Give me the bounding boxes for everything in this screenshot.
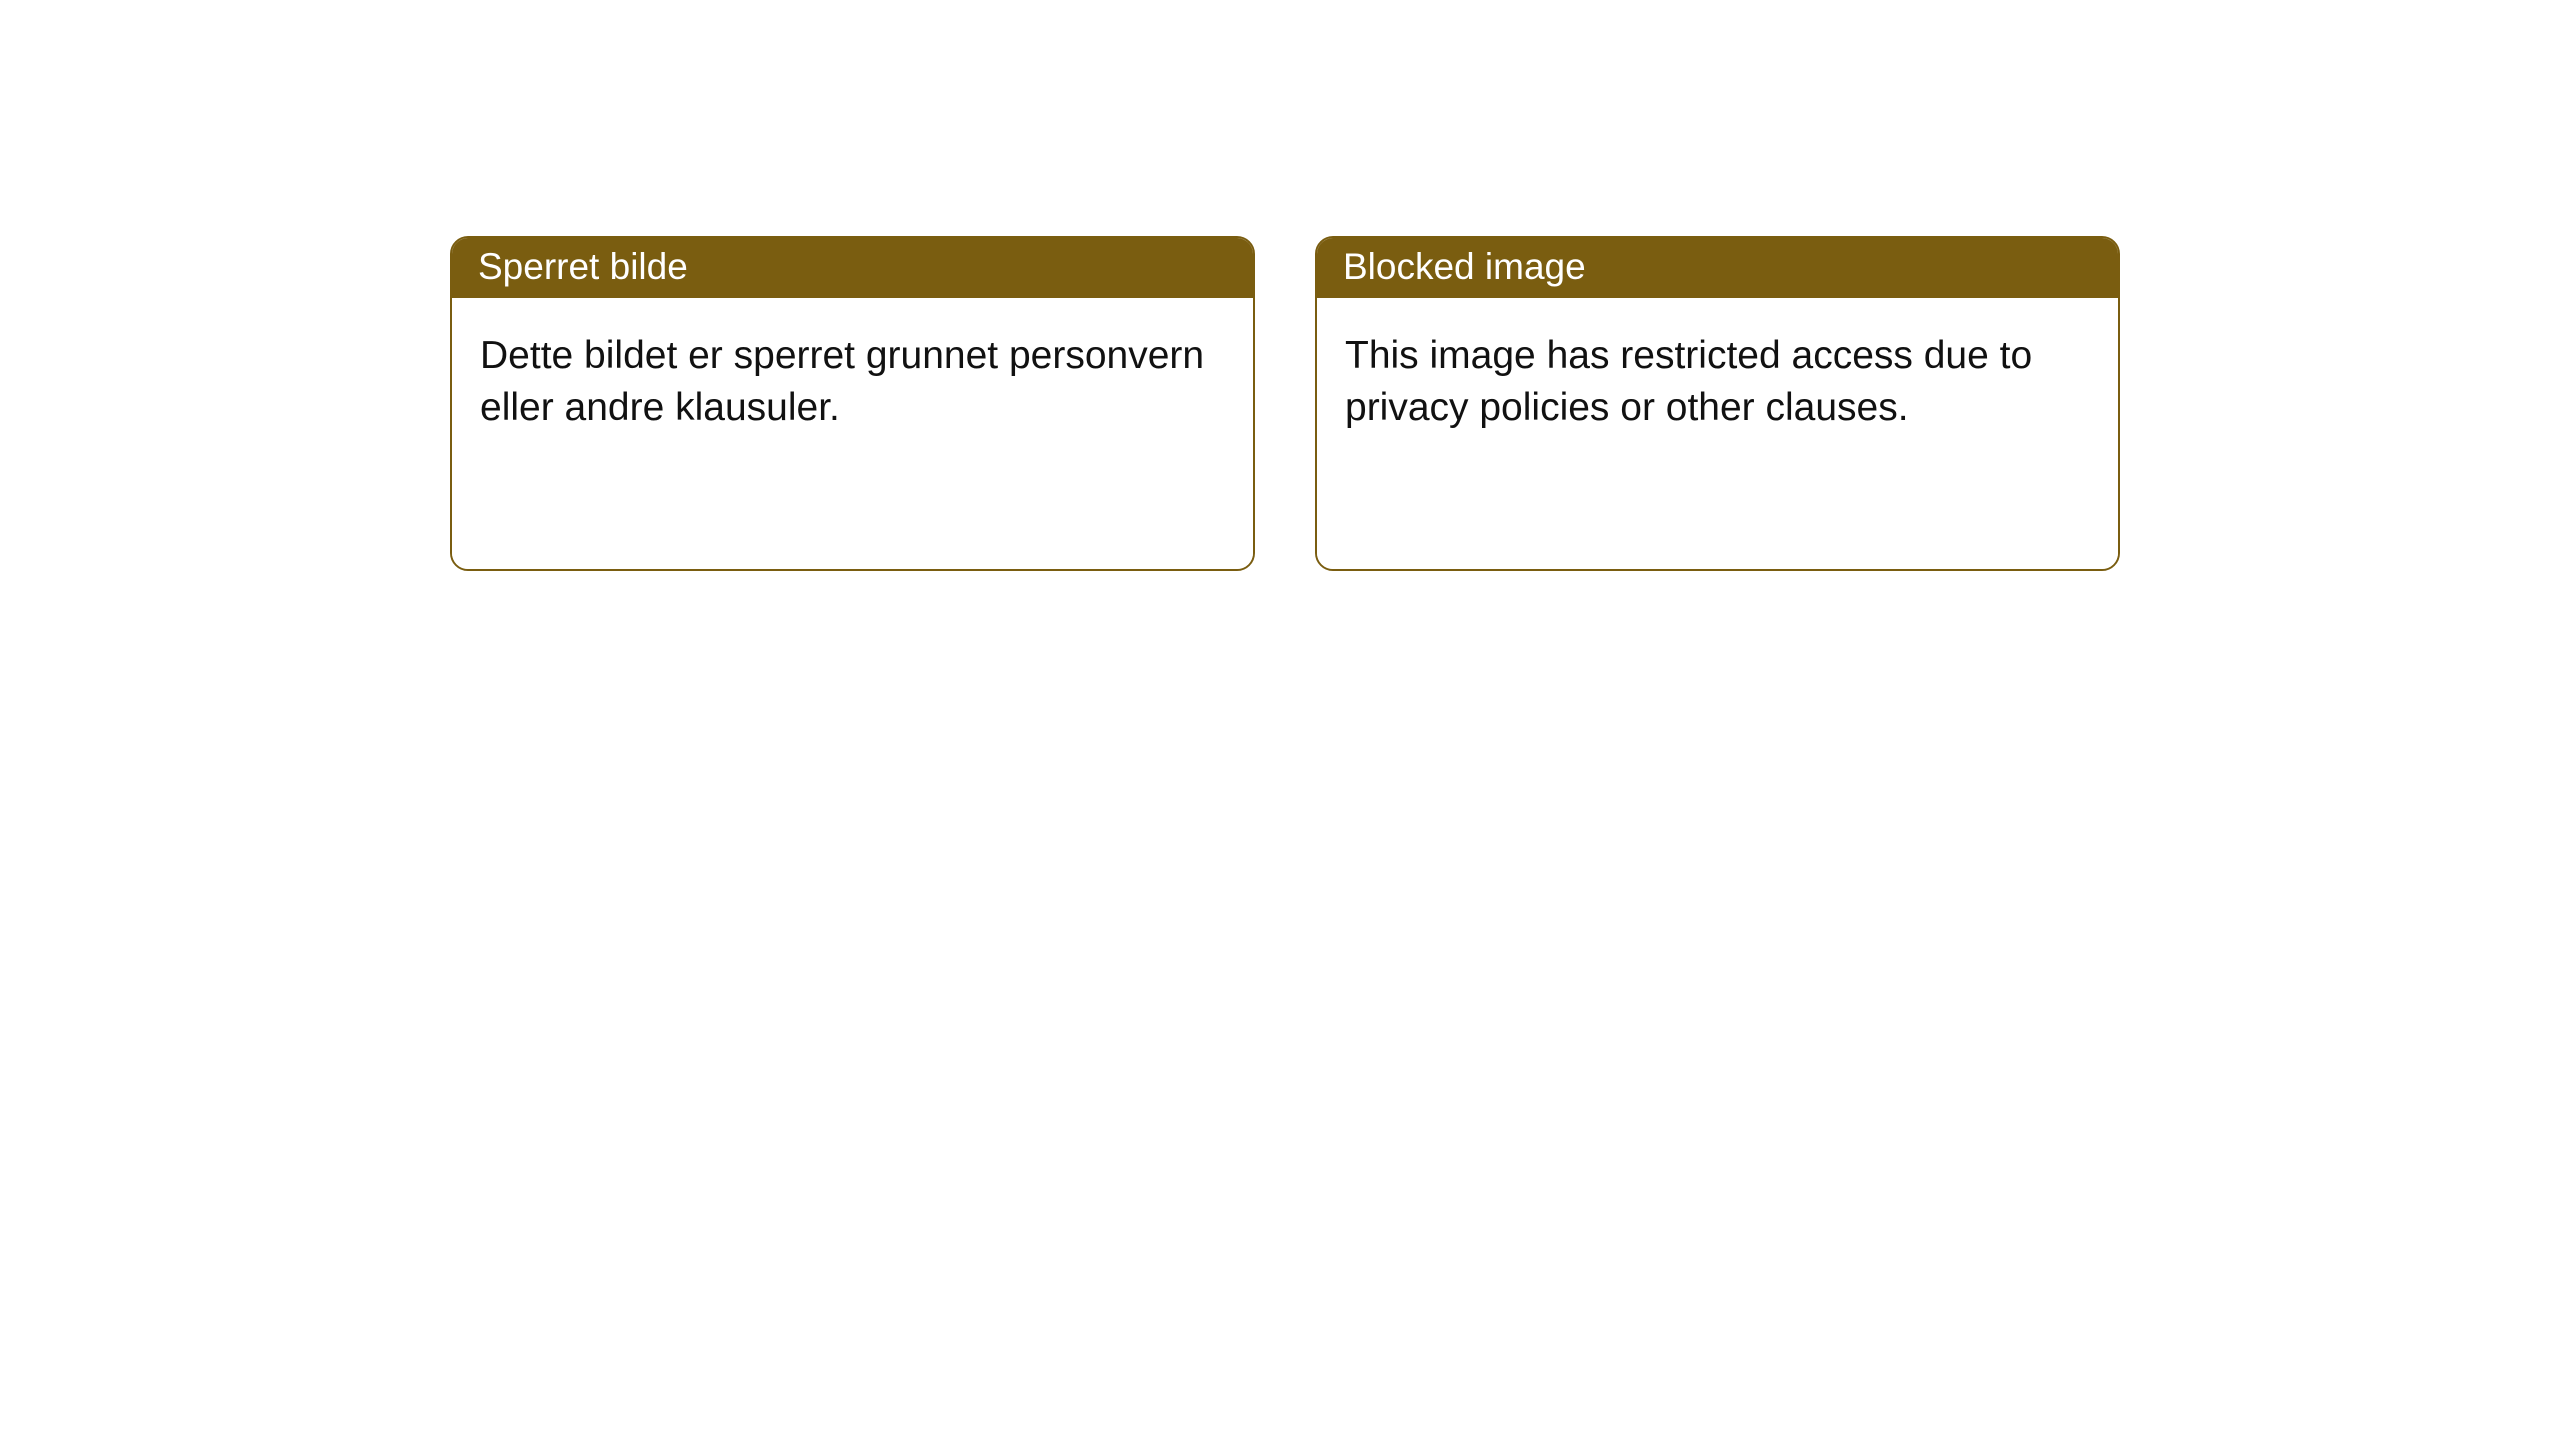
card-english: Blocked image This image has restricted … bbox=[1315, 236, 2120, 571]
card-norwegian: Sperret bilde Dette bildet er sperret gr… bbox=[450, 236, 1255, 571]
card-title-en: Blocked image bbox=[1317, 238, 2118, 298]
card-body-no: Dette bildet er sperret grunnet personve… bbox=[452, 298, 1253, 569]
card-body-en: This image has restricted access due to … bbox=[1317, 298, 2118, 569]
card-title-no: Sperret bilde bbox=[452, 238, 1253, 298]
card-row: Sperret bilde Dette bildet er sperret gr… bbox=[0, 0, 2560, 571]
